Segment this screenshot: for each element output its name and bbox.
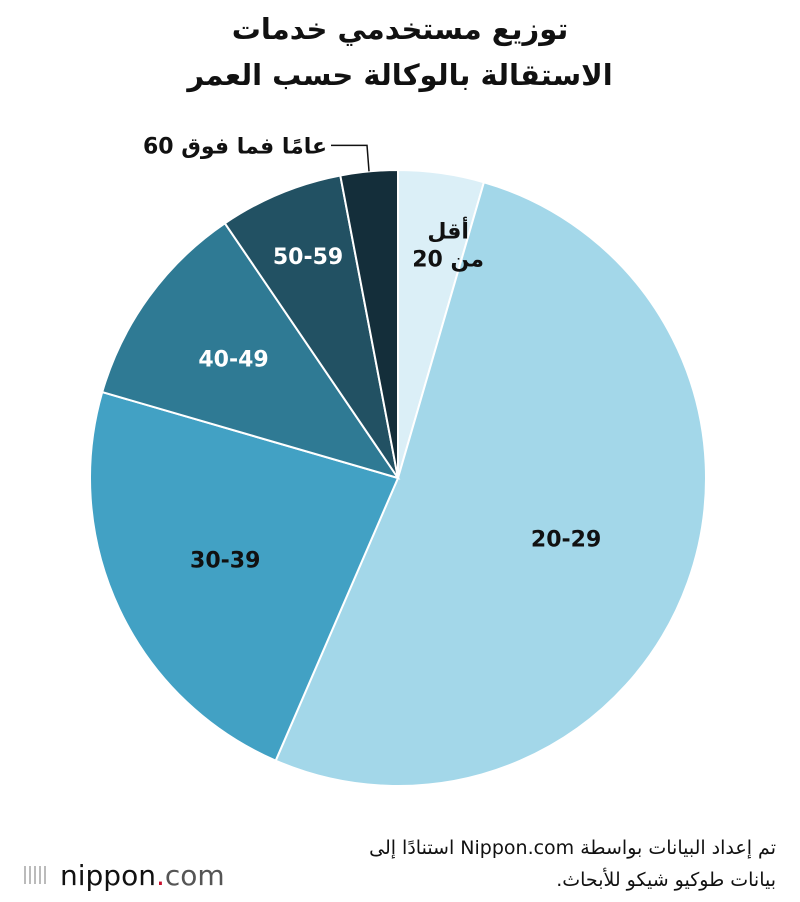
pie-slice-2 — [89, 390, 400, 762]
logo-name: nippon — [60, 858, 156, 892]
nippon-logo: nippon. com — [22, 857, 225, 893]
slice-label-0: أقل من 20 — [412, 215, 484, 272]
pie-slice-4 — [223, 174, 399, 479]
logo-bars-icon — [24, 866, 46, 884]
source-line-1: تم إعداد البيانات بواسطة Nippon.com استن… — [369, 837, 776, 859]
pie-slice-3 — [100, 221, 401, 480]
chart-title: توزيع مستخدمي خدمات الاستقالة بالوكالة ح… — [0, 6, 800, 98]
pie-slice-5 — [339, 168, 399, 479]
logo-dot: . — [155, 858, 165, 892]
logo-tld: com — [164, 858, 225, 892]
callout-leader-line — [331, 144, 370, 172]
chart-title-line-2: الاستقالة بالوكالة حسب العمر — [187, 58, 613, 92]
slice-label-3: 40-49 — [198, 348, 268, 373]
source-line-2: بيانات طوكيو شيكو للأبحاث. — [556, 869, 776, 891]
slice-label-line-0-0: أقل — [427, 215, 469, 244]
source-note: تم إعداد البيانات بواسطة Nippon.com استن… — [256, 832, 776, 896]
slice-label-2: 30-39 — [190, 548, 260, 573]
slice-label-5: 60 عامًا فما فوق — [143, 134, 327, 159]
pie-slice-1 — [274, 180, 707, 787]
slice-label-line-0-1: من 20 — [412, 247, 484, 272]
slice-label-1: 20-29 — [531, 528, 601, 553]
slice-label-4: 50-59 — [273, 245, 343, 270]
chart-title-line-1: توزيع مستخدمي خدمات — [231, 12, 569, 46]
